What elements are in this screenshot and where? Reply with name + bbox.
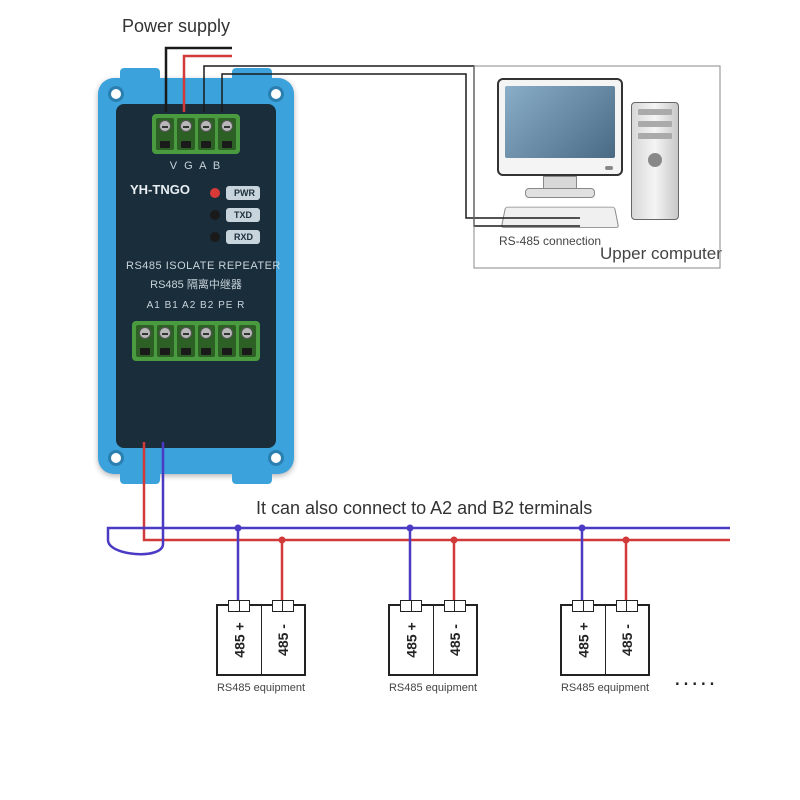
- top-pin-labels: V G A B: [126, 160, 266, 172]
- device-title-en: RS485 ISOLATE REPEATER: [126, 260, 266, 272]
- bottom-terminal-block: [132, 321, 260, 361]
- txd-led-row: TXD: [190, 208, 260, 222]
- bottom-pin-labels: A1 B1 A2 B2 PE R: [126, 300, 266, 311]
- upper-computer-icon: [497, 78, 693, 228]
- device-title-cn: RS485 隔离中继器: [126, 276, 266, 292]
- txd-led-icon: [210, 210, 220, 220]
- brand-label: YH-TNGO: [130, 182, 190, 197]
- rs485-connection-label: RS-485 connection: [499, 234, 601, 248]
- rs485-repeater-device: V G A B YH-TNGO PWR TXD RXD RS485 ISOLAT…: [98, 78, 294, 474]
- continuation-dots: .....: [674, 664, 717, 692]
- rxd-led-row: RXD: [190, 230, 260, 244]
- rs485-equipment: 485 + 485 - RS485 equipment: [388, 604, 478, 694]
- pwr-led-row: PWR: [190, 186, 260, 200]
- pwr-led-icon: [210, 188, 220, 198]
- power-supply-label: Power supply: [122, 16, 230, 37]
- repeater-faceplate: V G A B YH-TNGO PWR TXD RXD RS485 ISOLAT…: [116, 104, 276, 448]
- rxd-led-icon: [210, 232, 220, 242]
- rs485-equipment: 485 + 485 - RS485 equipment: [560, 604, 650, 694]
- txd-led-label: TXD: [226, 208, 260, 222]
- rs485-equipment: 485 + 485 - RS485 equipment: [216, 604, 306, 694]
- equipment-label: RS485 equipment: [388, 682, 478, 694]
- upper-computer-label: Upper computer: [600, 244, 722, 264]
- equipment-label: RS485 equipment: [216, 682, 306, 694]
- pwr-led-label: PWR: [226, 186, 260, 200]
- a2b2-note-label: It can also connect to A2 and B2 termina…: [256, 498, 592, 519]
- equipment-label: RS485 equipment: [560, 682, 650, 694]
- top-terminal-block: [152, 114, 240, 154]
- rxd-led-label: RXD: [226, 230, 260, 244]
